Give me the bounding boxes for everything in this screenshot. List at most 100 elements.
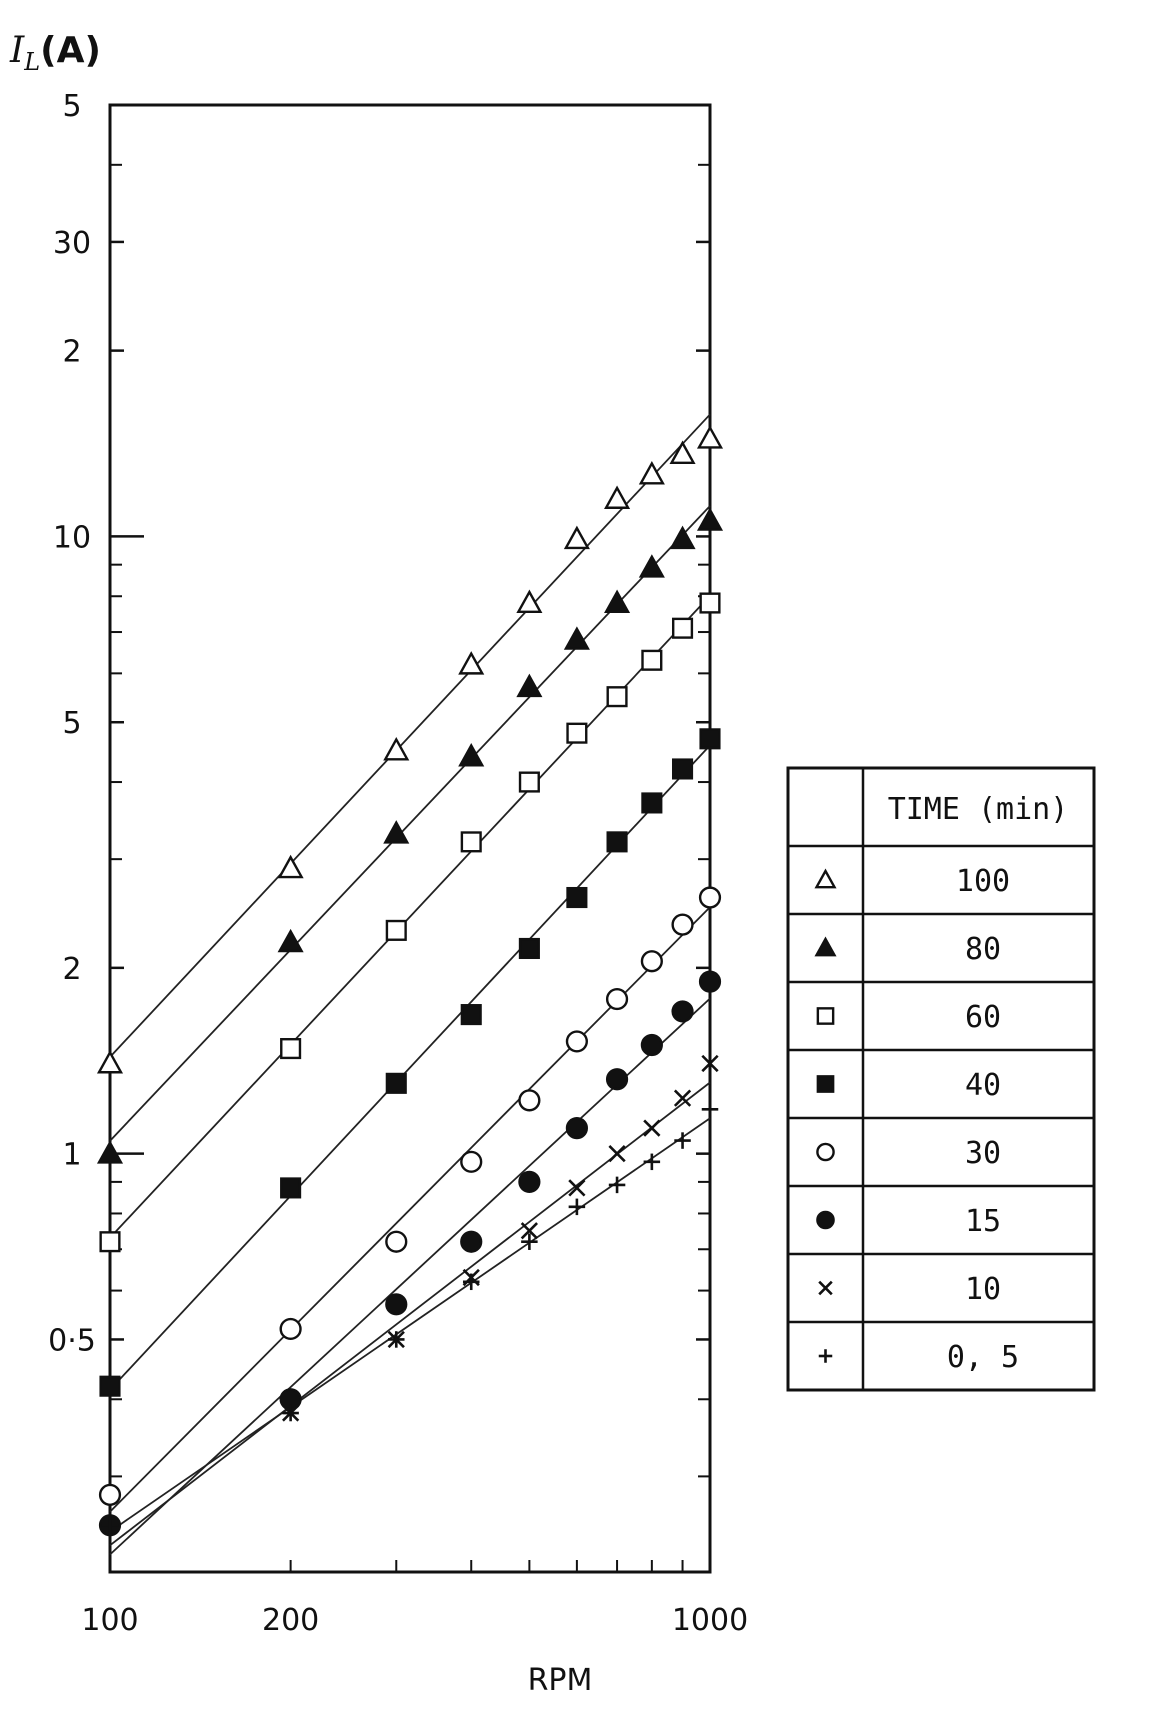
y-tick-label: 5 [62,89,81,124]
data-point [518,1089,541,1112]
data-point [643,1153,661,1171]
data-point [566,722,588,744]
y-tick-label: 30 [53,226,91,261]
data-point [608,1176,626,1194]
y-tick-label: 10 [53,520,91,555]
data-point [565,1117,588,1140]
data-point [383,737,410,761]
x-tick-label: 100 [81,1603,138,1638]
data-point [458,743,485,767]
data-point [516,673,543,698]
data-point [605,987,629,1011]
data-point [608,1145,626,1163]
data-point [641,792,663,814]
data-point [280,1038,302,1060]
data-point [568,1198,586,1216]
legend-marker [816,1075,835,1093]
data-point [671,1000,694,1023]
data-points [96,425,724,1537]
legend-marker [818,1280,833,1296]
data-point [96,1140,124,1164]
data-point [385,919,407,941]
data-point [99,1375,121,1397]
y-tick-label: 1 [62,1138,81,1173]
legend-label: 10 [965,1272,1001,1307]
y-tick-label: 0·5 [48,1323,96,1358]
data-point [671,758,694,780]
data-point [606,686,628,708]
data-point [98,1483,122,1506]
legend-label: 15 [965,1204,1001,1239]
axis-ticks: 0·5 1 2 5 10 2 30 5 100 200 1000 [48,89,748,1638]
data-point [563,626,590,650]
data-point [605,1068,629,1091]
y-axis-title: IL(A) [9,30,101,76]
data-point [520,1222,539,1240]
fit-line [109,1117,711,1533]
x-tick-label: 1000 [672,1603,748,1638]
data-point [669,525,696,550]
legend-marker [818,1349,833,1363]
data-point [280,1177,302,1199]
data-point [641,649,663,671]
data-point [460,1230,483,1253]
data-point [701,1101,719,1118]
data-point [640,950,663,973]
legend-marker [816,1007,835,1025]
legend-header: TIME (min) [888,792,1069,827]
data-point [516,589,543,614]
data-point [566,886,588,909]
data-point [460,1004,482,1026]
data-point [699,728,721,750]
legend-label: 0, 5 [947,1340,1019,1375]
data-point [568,1179,586,1197]
data-point [101,1517,119,1534]
x-tick-label: 200 [262,1603,319,1638]
data-point [460,831,482,853]
data-point [277,854,304,879]
plot-frame [108,103,712,1574]
legend-label: 60 [965,1000,1001,1035]
data-point [96,1049,124,1074]
legend-marker [814,868,837,889]
data-point [669,440,696,465]
legend-marker [816,1142,835,1162]
x-axis-title: RPM [528,1663,593,1698]
data-point [698,970,722,993]
data-point [606,831,628,853]
data-point [698,886,722,909]
data-point [674,1132,691,1149]
data-point [671,617,694,639]
data-point [521,1233,538,1250]
data-point [604,485,631,509]
data-point [696,507,724,531]
data-point [282,1404,299,1422]
data-point [638,461,665,485]
legend-marker [816,1210,835,1230]
data-point [696,425,724,449]
plot-border [108,103,712,1574]
data-point [277,928,304,953]
legend-label: 30 [965,1136,1001,1171]
data-point [518,937,540,960]
data-point [279,1317,302,1341]
data-point [518,1170,541,1193]
legend-label: 80 [965,932,1001,967]
fit-line [109,906,711,1513]
data-point [563,525,590,550]
data-point [460,1150,483,1173]
fit-line [109,413,711,1058]
data-point [701,1054,719,1073]
data-point [462,1273,480,1291]
data-point [385,1293,408,1316]
data-point [518,771,540,793]
y-tick-label: 2 [62,952,81,987]
data-point [604,589,631,614]
data-point [671,913,694,936]
fit-line [109,744,711,1391]
data-point [643,1119,661,1137]
data-point [99,1231,121,1253]
data-point [388,1331,405,1348]
data-point [385,1230,408,1253]
